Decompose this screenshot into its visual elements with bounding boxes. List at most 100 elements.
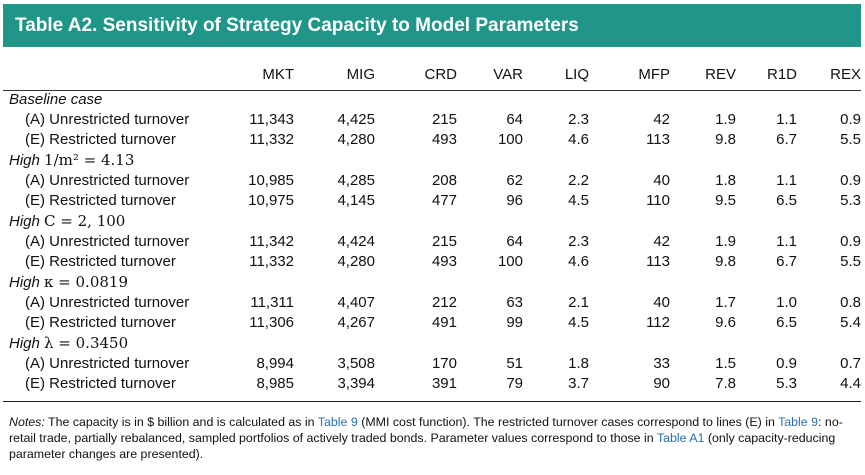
row-label: (A) Unrestricted turnover xyxy=(25,233,190,250)
notes-text: : no-retail trade, partially rebalanced,… xyxy=(9,415,843,445)
column-header: CRD xyxy=(424,65,458,83)
table-cell: 493 xyxy=(431,131,457,148)
table-cell: 1.7 xyxy=(715,294,736,311)
table-cell: 0.9 xyxy=(840,111,861,128)
table-row: (E) Restricted turnover 10,975 4,145 477 96 4… xyxy=(3,191,861,211)
table-cell: 4.5 xyxy=(568,314,589,331)
table-cell: 0.9 xyxy=(840,233,861,250)
table-cell: 79 xyxy=(506,375,523,392)
bottom-rule xyxy=(3,401,861,402)
header-row: MKT MIG CRD VAR LIQ MFP REV R1D REX xyxy=(3,58,861,90)
header-rule xyxy=(3,90,861,91)
table-cell: 1.8 xyxy=(568,355,589,372)
table-cell: 212 xyxy=(431,294,457,311)
table-cell: 4,280 xyxy=(337,131,375,148)
group-label-parameter: C = 2, 100 xyxy=(44,212,126,230)
group-label: High C = 2, 100 xyxy=(3,211,861,232)
group-label: High κ = 0.0819 xyxy=(3,272,861,293)
table-cell: 42 xyxy=(653,111,670,128)
table-row: (E) Restricted turnover 11,306 4,267 491 99 4… xyxy=(3,313,861,333)
table-notes: Notes: The capacity is in $ billion and … xyxy=(9,414,859,462)
table-cell: 1.9 xyxy=(715,233,736,250)
table-row: (E) Restricted turnover 8,985 3,394 391 79 3.… xyxy=(3,374,861,394)
column-header: MKT xyxy=(262,65,294,83)
table-cell: 9.8 xyxy=(715,131,736,148)
table-row: (A) Unrestricted turnover 8,994 3,508 170 51… xyxy=(3,354,861,374)
table-cell: 113 xyxy=(646,253,670,270)
group-label-parameter: λ = 0.3450 xyxy=(44,334,129,352)
table-cell: 10,985 xyxy=(248,172,294,189)
table-cell: 491 xyxy=(431,314,457,331)
table-cell: 2.1 xyxy=(568,294,589,311)
table-cell: 0.9 xyxy=(776,355,797,372)
table-cell: 215 xyxy=(431,233,457,250)
table-a1-link[interactable]: Table A1 xyxy=(656,431,705,445)
table-cell: 4.5 xyxy=(568,192,589,209)
table-cell: 9.5 xyxy=(715,192,736,209)
table-cell: 215 xyxy=(431,111,457,128)
table-cell: 170 xyxy=(431,355,457,372)
row-label: (E) Restricted turnover xyxy=(25,192,176,209)
table-cell: 0.9 xyxy=(840,172,861,189)
table-cell: 4,145 xyxy=(337,192,375,209)
group-label: High λ = 0.3450 xyxy=(3,333,861,354)
notes-lead: Notes: xyxy=(9,415,45,429)
table-cell: 0.8 xyxy=(840,294,861,311)
table-row: (A) Unrestricted turnover 11,342 4,424 215 6… xyxy=(3,232,861,252)
table-cell: 4,425 xyxy=(337,111,375,128)
table-cell: 1.1 xyxy=(776,233,797,250)
table-cell: 100 xyxy=(497,253,523,270)
table-cell: 8,994 xyxy=(256,355,294,372)
row-label: (A) Unrestricted turnover xyxy=(25,111,190,128)
notes-text: (MMI cost function). The restricted turn… xyxy=(357,415,779,429)
table-cell: 113 xyxy=(646,131,670,148)
table-cell: 64 xyxy=(506,233,523,250)
table-cell: 6.7 xyxy=(776,253,797,270)
table-cell: 4,285 xyxy=(337,172,375,189)
table-cell: 42 xyxy=(653,233,670,250)
table-cell: 1.9 xyxy=(715,111,736,128)
table-cell: 391 xyxy=(431,375,457,392)
table-cell: 63 xyxy=(506,294,523,311)
table-cell: 1.1 xyxy=(776,111,797,128)
table-cell: 493 xyxy=(431,253,457,270)
column-header: LIQ xyxy=(564,65,589,83)
table-cell: 99 xyxy=(506,314,523,331)
group-label-prefix: High xyxy=(9,274,40,291)
column-header: VAR xyxy=(493,65,523,83)
group-row: High C = 2, 100 xyxy=(3,211,861,232)
group-row: High 1/m² = 4.13 xyxy=(3,150,861,171)
table-cell: 1.0 xyxy=(776,294,797,311)
table-9-link[interactable]: Table 9 xyxy=(778,415,819,429)
table-cell: 1.1 xyxy=(776,172,797,189)
row-label: (A) Unrestricted turnover xyxy=(25,294,190,311)
table-cell: 11,332 xyxy=(249,253,294,270)
group-row: High λ = 0.3450 xyxy=(3,333,861,354)
column-header: REX xyxy=(830,65,861,83)
notes-text: (only capacity-reducing parameter change… xyxy=(9,431,836,461)
header-blank xyxy=(3,58,218,90)
notes-text: The capacity is in $ billion and is calc… xyxy=(44,415,318,429)
table-cell: 11,306 xyxy=(249,314,294,331)
table-cell: 4.6 xyxy=(568,131,589,148)
group-row: Baseline case xyxy=(3,90,861,110)
group-label-prefix: High xyxy=(9,152,40,169)
table-row: (A) Unrestricted turnover 11,343 4,425 215 6… xyxy=(3,110,861,130)
table-cell: 477 xyxy=(431,192,457,209)
group-label-parameter: κ = 0.0819 xyxy=(44,273,128,291)
table-cell: 96 xyxy=(506,192,523,209)
table-cell: 9.8 xyxy=(715,253,736,270)
table-cell: 2.2 xyxy=(568,172,589,189)
table-9-link[interactable]: Table 9 xyxy=(317,415,358,429)
table-cell: 1.5 xyxy=(715,355,736,372)
table-cell: 64 xyxy=(506,111,523,128)
row-label: (A) Unrestricted turnover xyxy=(25,172,190,189)
table-cell: 1.8 xyxy=(715,172,736,189)
table-cell: 100 xyxy=(497,131,523,148)
group-label-parameter: 1/m² = 4.13 xyxy=(44,151,135,169)
table-row: (A) Unrestricted turnover 10,985 4,285 208 6… xyxy=(3,171,861,191)
table-row: (E) Restricted turnover 11,332 4,280 493 100… xyxy=(3,252,861,272)
table-body: Baseline case (A) Unrestricted turnover 11… xyxy=(3,90,861,394)
table-cell: 6.7 xyxy=(776,131,797,148)
